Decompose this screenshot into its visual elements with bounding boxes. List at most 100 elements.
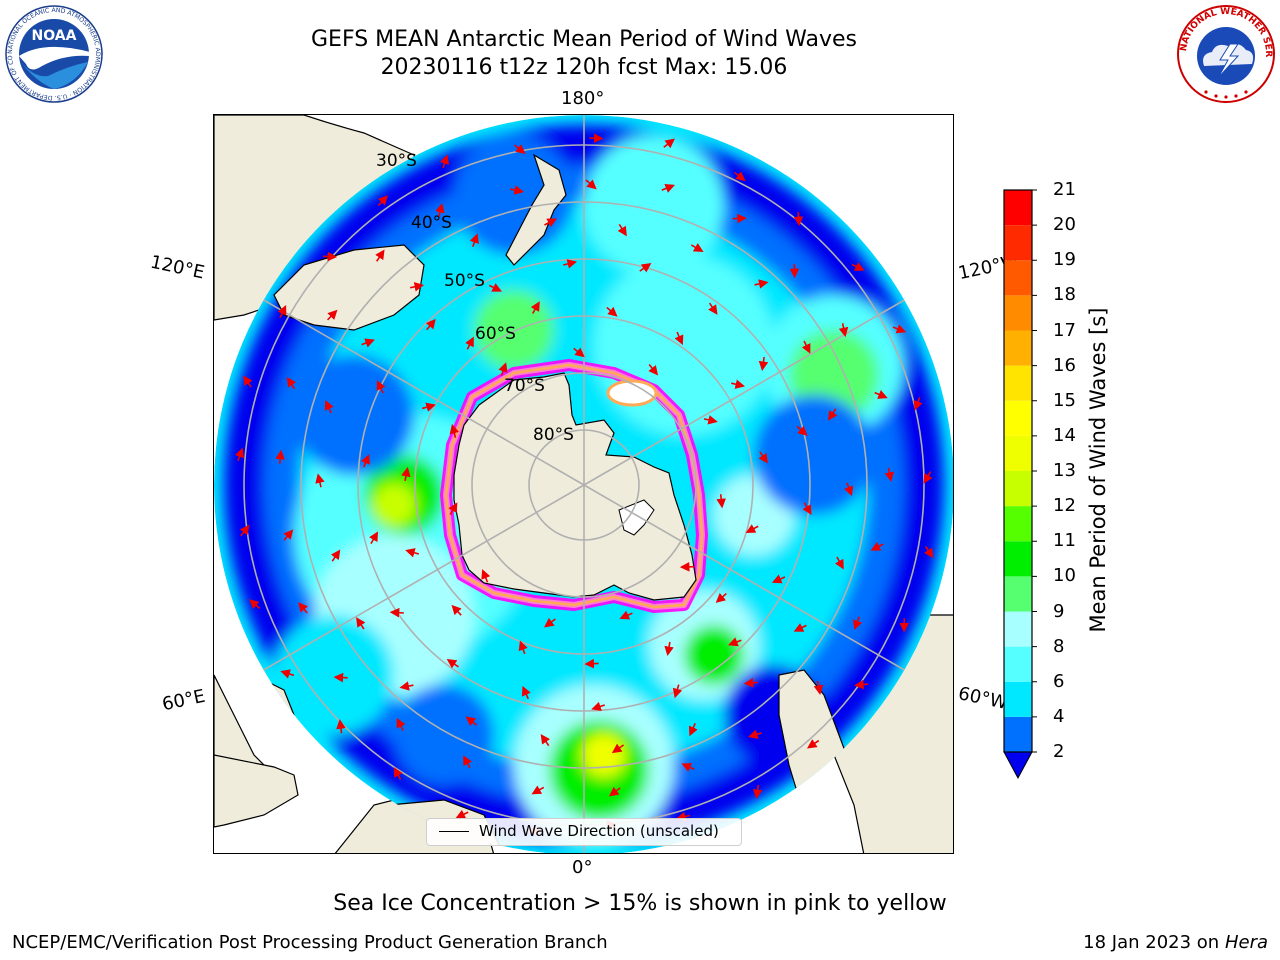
lon-label-60e: 60°E — [160, 685, 207, 716]
wave-direction-arrow-55 — [834, 556, 844, 570]
wave-direction-arrow-59 — [611, 743, 625, 754]
wave-direction-arrow-104 — [752, 784, 763, 800]
colorbar-tick-label-20: 20 — [1053, 214, 1076, 236]
colorbar-segment-15 — [1004, 190, 1032, 226]
wave-direction-arrow-31 — [563, 259, 578, 269]
wave-direction-arrow-80 — [681, 763, 695, 772]
wave-direction-arrow-27 — [361, 454, 370, 468]
wave-direction-arrow-99 — [923, 471, 933, 484]
lat-label-80s: 80°S — [533, 425, 574, 445]
colorbar-segment-4 — [1004, 576, 1032, 612]
wave-direction-arrow-14 — [421, 402, 436, 412]
wave-direction-arrow-102 — [854, 679, 869, 690]
wave-direction-arrow-44 — [324, 400, 334, 414]
wave-direction-arrow-105 — [675, 811, 690, 822]
wave-direction-arrow-37 — [771, 574, 786, 584]
wave-direction-arrow-18 — [674, 331, 684, 346]
wave-direction-arrow-26 — [369, 531, 379, 545]
wave-direction-arrow-91 — [514, 144, 526, 155]
colorbar-tick-label-2: 2 — [1053, 741, 1065, 762]
wave-direction-arrow-49 — [617, 223, 627, 237]
ice-edge-inner — [444, 363, 704, 609]
wave-direction-arrow-73 — [838, 323, 849, 338]
wave-field-cell-17 — [294, 355, 414, 475]
wave-direction-arrow-4 — [498, 362, 508, 376]
wave-direction-arrow-57 — [743, 677, 758, 688]
wave-direction-arrow-52 — [801, 340, 811, 354]
wave-direction-arrow-113 — [239, 524, 250, 537]
legend-label: Wind Wave Direction (unscaled) — [479, 822, 719, 840]
wind-wave-arrows — [234, 133, 934, 835]
wave-direction-arrow-96 — [851, 262, 865, 271]
wave-field-cell-9 — [372, 483, 416, 527]
colorbar-tick-label-11: 11 — [1053, 530, 1076, 552]
wave-direction-arrow-64 — [330, 549, 341, 562]
wave-direction-arrow-62 — [399, 681, 414, 691]
wave-direction-arrow-22 — [715, 592, 727, 603]
wave-direction-arrow-85 — [333, 672, 348, 683]
map-title: GEFS MEAN Antarctic Mean Period of Wind … — [311, 27, 857, 52]
wave-direction-arrow-65 — [315, 473, 325, 488]
lat-label-30s: 30°S — [376, 151, 417, 171]
colorbar-tick-label-9: 9 — [1053, 600, 1065, 622]
wave-direction-arrow-86 — [298, 602, 308, 614]
lon-label-180: 180° — [561, 88, 605, 109]
wave-direction-arrow-7 — [703, 415, 718, 425]
wave-direction-arrow-69 — [585, 179, 597, 190]
meridian-2 — [583, 484, 953, 746]
wave-direction-arrow-112 — [249, 599, 261, 610]
wave-direction-arrow-39 — [672, 684, 683, 699]
wave-direction-arrow-47 — [469, 233, 479, 247]
wave-direction-arrow-16 — [530, 301, 540, 314]
antarctic-peninsula — [618, 499, 655, 536]
wave-direction-arrow-88 — [275, 449, 285, 464]
wave-direction-arrow-25 — [518, 640, 528, 655]
legend-line-sample — [439, 831, 469, 832]
meridian-4 — [214, 484, 585, 746]
antarctica-landmass — [453, 372, 697, 601]
wave-direction-arrow-82 — [531, 785, 545, 795]
wave-direction-arrow-89 — [286, 376, 297, 390]
wave-direction-arrow-0 — [544, 617, 556, 628]
wave-direction-arrow-51 — [754, 279, 769, 289]
wave-direction-arrow-36 — [802, 502, 812, 515]
wave-direction-arrow-1 — [481, 569, 491, 583]
lat-label-50s: 50°S — [444, 271, 485, 291]
wave-direction-arrow-19 — [731, 379, 746, 389]
wave-direction-arrow-103 — [806, 739, 820, 749]
lat-label-60s: 60°S — [475, 324, 516, 344]
wave-direction-arrow-17 — [606, 306, 618, 317]
meridian-1 — [583, 224, 953, 486]
wave-direction-arrow-12 — [405, 548, 420, 558]
wave-direction-arrow-95 — [793, 211, 804, 227]
footer-date: 18 Jan 2023 on Hera — [1083, 932, 1268, 953]
wave-direction-arrow-11 — [451, 604, 462, 616]
wave-field-cell-11 — [684, 625, 744, 685]
wave-direction-arrow-5 — [573, 347, 585, 358]
polar-map: 30°S 40°S 50°S 60°S 70°S 80°S — [213, 114, 954, 854]
colorbar-segment-10 — [1004, 365, 1032, 401]
wave-direction-arrow-70 — [661, 183, 676, 193]
wave-direction-arrow-111 — [280, 669, 295, 679]
colorbar-segment-8 — [1004, 435, 1032, 471]
wave-direction-arrow-63 — [356, 617, 366, 630]
colorbar-segment-5 — [1004, 541, 1032, 577]
wave-direction-arrow-75 — [884, 467, 895, 482]
wave-direction-arrow-77 — [853, 616, 863, 631]
nws-logo: NATIONAL WEATHER SERVICE — [1173, 0, 1276, 108]
colorbar-tick-label-17: 17 — [1053, 319, 1076, 341]
wave-direction-arrow-21 — [745, 524, 759, 533]
wave-direction-arrow-94 — [734, 171, 746, 182]
wave-direction-arrow-32 — [639, 263, 652, 273]
wave-direction-arrow-110 — [336, 719, 346, 734]
wave-direction-arrow-119 — [439, 154, 450, 169]
wave-direction-arrow-116 — [277, 305, 287, 319]
wave-direction-arrow-67 — [435, 202, 445, 217]
wave-direction-arrow-114 — [234, 447, 244, 462]
wave-direction-arrow-117 — [322, 251, 338, 262]
colorbar-segment-13 — [1004, 260, 1032, 296]
wave-direction-arrow-79 — [748, 729, 762, 739]
wave-direction-arrow-74 — [874, 390, 888, 399]
colorbar-tick-label-15: 15 — [1053, 389, 1076, 411]
wave-direction-arrow-30 — [488, 283, 502, 292]
